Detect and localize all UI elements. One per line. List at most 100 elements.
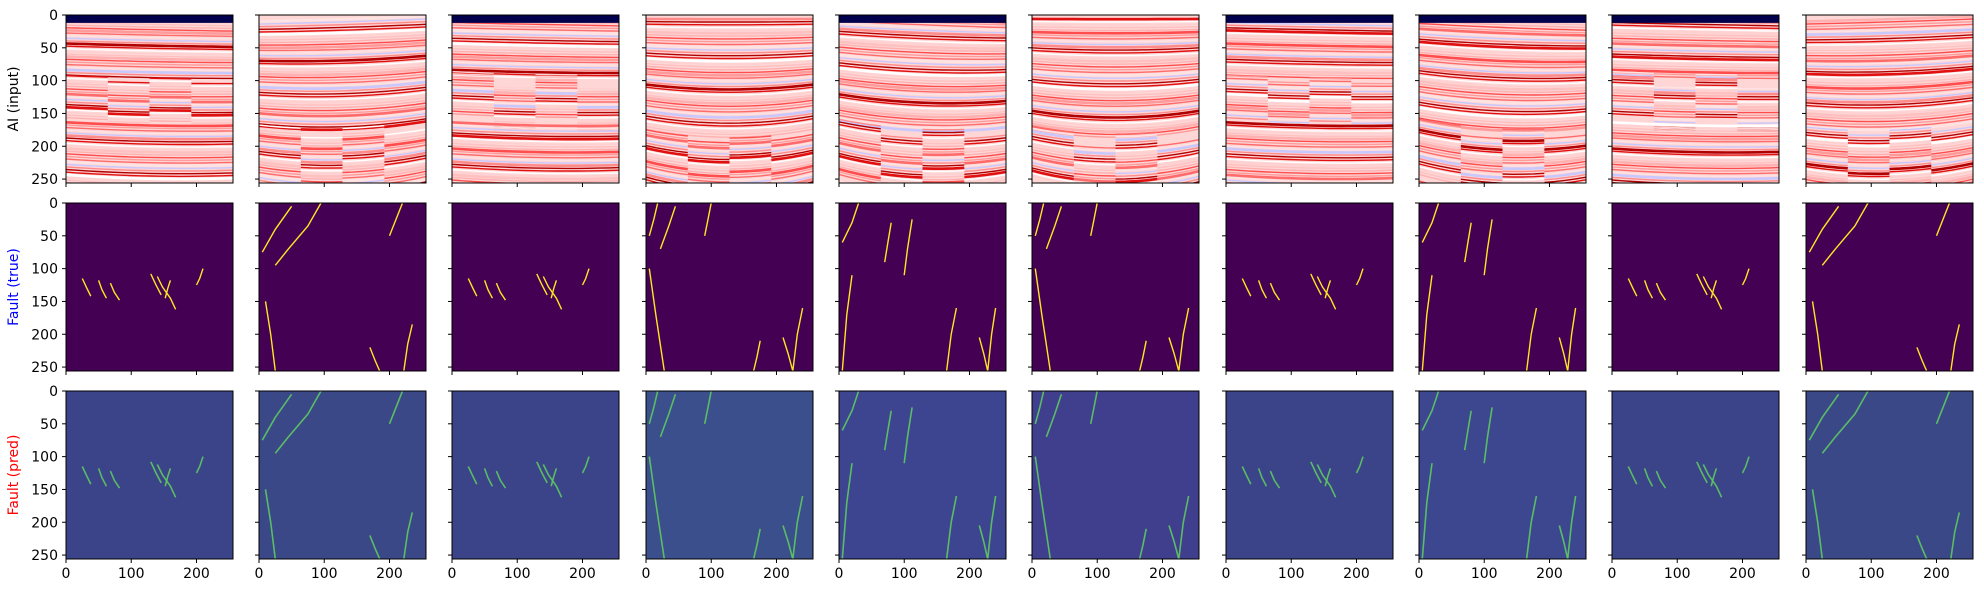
horizon-line bbox=[687, 151, 730, 155]
horizon-line bbox=[1032, 91, 1199, 99]
horizon-line bbox=[880, 156, 923, 162]
horizon-line bbox=[1612, 113, 1654, 117]
horizon-line bbox=[259, 73, 426, 82]
horizon-line bbox=[1460, 151, 1503, 156]
horizon-line bbox=[1226, 150, 1393, 156]
horizon-line bbox=[1419, 70, 1586, 80]
horizon-line bbox=[452, 58, 619, 64]
fault-probability-line bbox=[1421, 391, 1440, 431]
fault-line bbox=[388, 203, 404, 237]
fault-probability-line bbox=[264, 489, 277, 559]
panel-background bbox=[452, 391, 619, 559]
horizon-line bbox=[1157, 149, 1199, 158]
panel-background bbox=[259, 203, 426, 371]
panel-background bbox=[1419, 391, 1586, 559]
panel-frame bbox=[1611, 390, 1780, 560]
horizon-line bbox=[384, 157, 426, 166]
horizon-line bbox=[259, 140, 301, 146]
horizon-line bbox=[66, 137, 233, 143]
horizon-line bbox=[1461, 190, 1503, 194]
top-band bbox=[66, 15, 233, 23]
horizon-line bbox=[1226, 139, 1393, 146]
horizon-line bbox=[1032, 96, 1199, 105]
horizon-line bbox=[342, 138, 385, 143]
horizon-line bbox=[1806, 73, 1973, 82]
horizon-line bbox=[1226, 34, 1393, 40]
y-tick-label: 50 bbox=[40, 41, 58, 57]
horizon-line bbox=[1419, 35, 1586, 44]
horizon-line bbox=[1226, 63, 1393, 69]
horizon-line bbox=[1806, 21, 1973, 28]
horizon-line bbox=[259, 142, 301, 148]
horizon-line bbox=[452, 129, 619, 135]
x-tick-label: 0 bbox=[1028, 566, 1037, 582]
horizon-line bbox=[1612, 50, 1779, 56]
horizon-line bbox=[1695, 116, 1738, 119]
horizon-line bbox=[66, 71, 233, 77]
panel-frame bbox=[65, 390, 234, 560]
horizon-line bbox=[1309, 85, 1352, 88]
panel-frame bbox=[645, 14, 814, 184]
horizon-line bbox=[107, 81, 150, 84]
horizon-line bbox=[1612, 97, 1654, 101]
horizon-line bbox=[1032, 23, 1199, 26]
fault-probability-line bbox=[581, 456, 590, 474]
horizon-line bbox=[1032, 151, 1074, 161]
horizon-line bbox=[107, 115, 150, 119]
horizon-line bbox=[493, 99, 536, 103]
horizon-line bbox=[1695, 89, 1738, 92]
horizon-line bbox=[964, 137, 1006, 142]
horizon-line bbox=[1032, 99, 1199, 108]
x-tick-label: 0 bbox=[835, 566, 844, 582]
horizon-line bbox=[1502, 172, 1545, 176]
horizon-line bbox=[1032, 125, 1074, 133]
x-tick-label: 200 bbox=[183, 566, 210, 582]
horizon-line bbox=[922, 142, 965, 145]
horizon-line bbox=[452, 53, 619, 59]
horizon-line bbox=[646, 158, 688, 168]
horizon-line bbox=[1419, 163, 1461, 174]
horizon-line bbox=[535, 116, 578, 119]
horizon-line bbox=[687, 153, 730, 158]
horizon-line bbox=[149, 90, 192, 93]
horizon-line bbox=[1032, 129, 1074, 139]
horizon-line bbox=[1695, 86, 1738, 89]
horizon-line bbox=[1889, 135, 1932, 140]
horizon-line bbox=[1612, 147, 1779, 154]
horizon-line bbox=[259, 89, 426, 98]
horizon-line bbox=[259, 173, 301, 182]
top-band bbox=[839, 15, 1006, 23]
horizon-line bbox=[259, 155, 301, 162]
panel-background bbox=[839, 391, 1006, 559]
panel-r1-c0: 0 50 100 150 200 250 bbox=[31, 196, 234, 376]
horizon-line bbox=[1806, 63, 1973, 71]
horizon-line bbox=[1419, 157, 1461, 168]
horizon-line bbox=[922, 136, 965, 139]
horizon-line bbox=[1073, 161, 1116, 166]
horizon-line bbox=[149, 85, 192, 88]
horizon-line bbox=[1419, 123, 1461, 133]
panel-r1-c8 bbox=[1608, 202, 1780, 375]
horizon-line bbox=[1032, 81, 1199, 88]
horizon-line bbox=[646, 28, 813, 32]
y-tick-label: 250 bbox=[31, 172, 58, 188]
horizon-line bbox=[1419, 139, 1461, 149]
panel-background bbox=[1419, 203, 1586, 371]
horizon-line bbox=[1157, 167, 1199, 177]
horizon-line bbox=[149, 88, 192, 91]
horizon-line bbox=[1889, 176, 1932, 181]
horizon-line bbox=[1226, 29, 1393, 35]
horizon-line bbox=[1419, 109, 1586, 121]
horizon-line bbox=[1226, 75, 1268, 78]
horizon-line bbox=[1032, 154, 1074, 164]
horizon-line bbox=[1226, 96, 1268, 100]
horizon-line bbox=[1032, 148, 1074, 158]
horizon-line bbox=[1806, 147, 1848, 153]
horizon-line bbox=[342, 152, 385, 157]
horizon-line bbox=[1544, 137, 1586, 142]
horizon-line bbox=[1032, 28, 1199, 32]
fault-probability-line bbox=[483, 468, 494, 487]
horizon-line bbox=[1612, 84, 1654, 88]
horizon-line bbox=[1032, 49, 1199, 54]
horizon-line bbox=[1267, 85, 1310, 90]
